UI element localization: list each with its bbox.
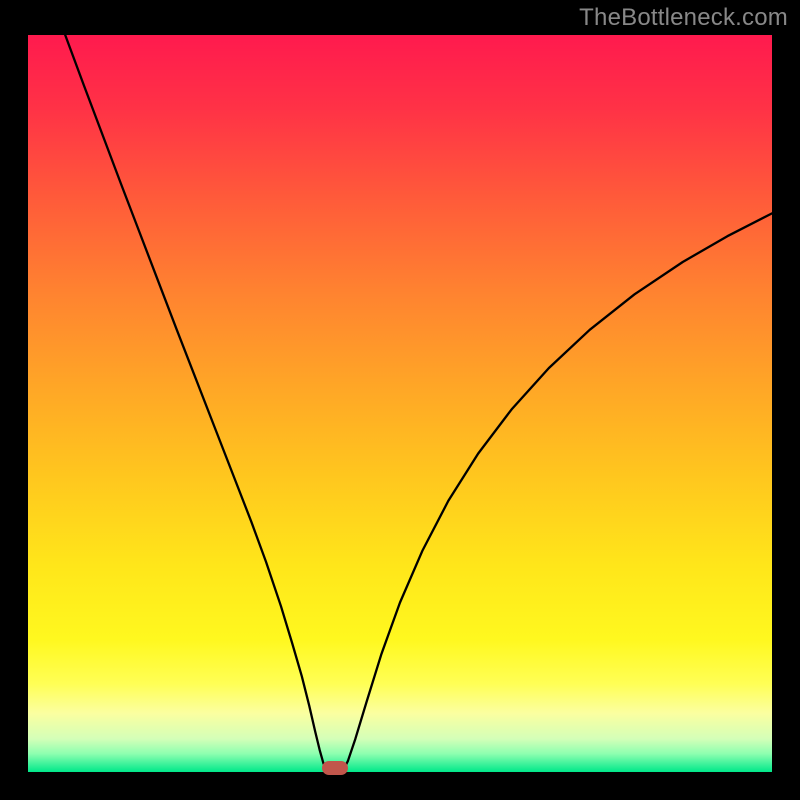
chart-frame: TheBottleneck.com — [0, 0, 800, 800]
curve-layer — [28, 35, 772, 772]
curve-left-branch — [65, 35, 329, 772]
curve-right-branch — [340, 213, 772, 772]
watermark-text: TheBottleneck.com — [579, 4, 788, 32]
minimum-marker — [322, 761, 348, 775]
plot-area — [28, 35, 772, 772]
